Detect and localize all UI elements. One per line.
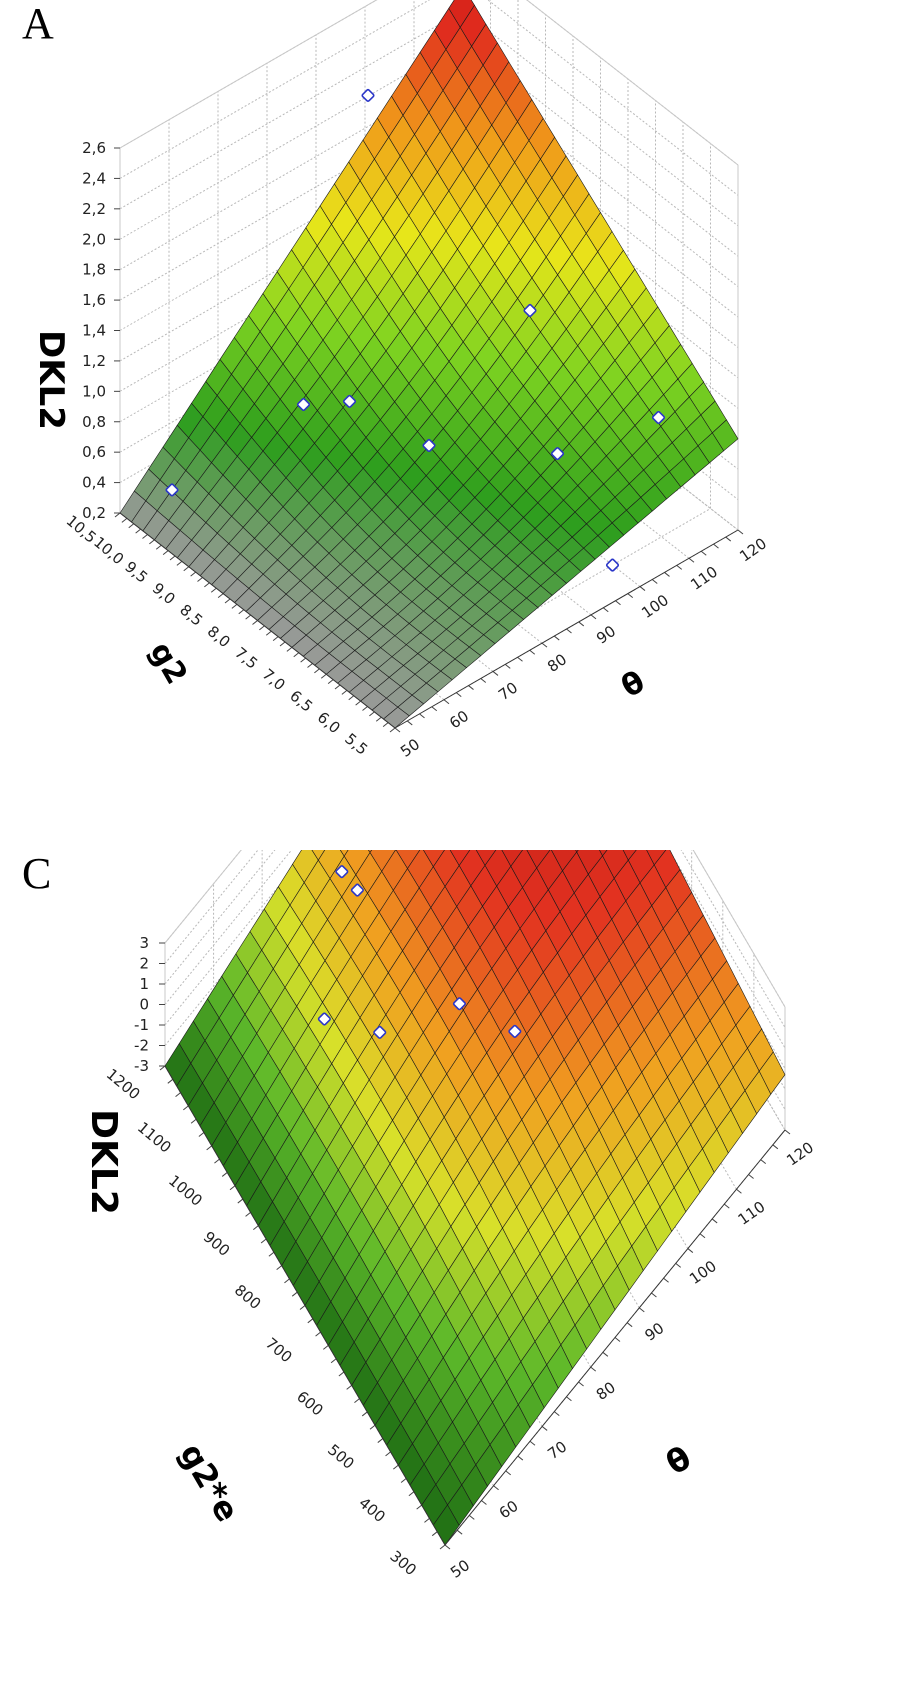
panel-label-a: A [22,0,54,48]
z-tick-label: -3 [134,1057,149,1075]
z-tick-label: 1,8 [82,261,106,279]
x-tick-label: 100 [638,591,672,622]
z-tick-label: 0,8 [82,413,106,431]
y-tick-label: 300 [386,1547,420,1579]
x-axis-title: θ [616,664,651,705]
x-tick-label: 110 [735,1198,769,1229]
z-tick-label: 0 [139,996,149,1014]
data-point [342,394,357,408]
data-point [165,483,179,497]
data-point [373,1025,387,1039]
panel-a: A 0,2 0,4 0,6 0,8 1,0 1,2 1,4 1,6 1,8 2,0 2,2 2,4 2,… [22,0,770,761]
surface-cell [622,850,637,861]
z-tick-label: 2,6 [82,139,106,157]
x-tick-label: 60 [446,707,472,733]
z-axis-title: DKL2 [31,330,71,430]
x-tick-label: 90 [593,622,619,648]
z-tick-label: 0,6 [82,443,106,461]
x-tick-label: 70 [495,678,521,704]
y-tick-label: 5,5 [341,730,371,759]
y-tick-label: 9,0 [149,579,179,608]
surface-chart-a: 0,2 0,4 0,6 0,8 1,0 1,2 1,4 1,6 1,8 2,0 2,2 2,4 2,6 5… [31,0,770,761]
z-tick-label: 1 [139,975,149,993]
y-tick-label: 700 [262,1334,296,1366]
x-tick-label: 50 [447,1556,473,1582]
z-tick-label: 3 [139,934,149,952]
data-point [508,1024,522,1038]
panel-label-c: C [22,849,52,898]
y-tick-label: 7,0 [259,665,289,694]
surface-cell [368,850,373,854]
observed-points [165,88,666,572]
surface-cell [599,850,608,857]
y-tick-label: 9,5 [121,558,151,587]
data-point [550,447,565,461]
y-tick-label: 400 [355,1494,389,1526]
y-tick-label: 1100 [134,1118,175,1156]
y-axis-title: g2 [142,636,193,690]
x-tick-label: 110 [687,563,721,594]
x-tick-label: 80 [593,1378,619,1404]
x-tick-label: 100 [686,1257,720,1288]
x-tick-label: 90 [641,1319,667,1345]
surface-chart-c: -3 -2 -1 0 1 2 3 300 400 500 600 700 800 900 1000 1100 1… [83,850,817,1582]
y-tick-label: 900 [200,1228,234,1260]
z-axis-title: DKL2 [83,1109,124,1215]
data-point [317,1012,331,1026]
y-axis-title: g2*e [172,1437,247,1528]
x-tick-label: 80 [544,650,570,676]
data-point [523,303,537,318]
surface-cell [339,850,349,857]
data-point [296,397,311,412]
y-tick-label: 10,0 [90,533,127,568]
z-tick-label: 2,4 [82,169,106,187]
surface-cell [311,850,326,861]
y-tick-label: 8,5 [176,601,206,630]
z-tick-label: 2,0 [82,230,106,248]
surface-mesh [119,0,739,729]
z-tick-label: 0,2 [82,504,106,522]
z-tick-label: 2,2 [82,200,106,218]
surface-mesh [164,850,786,1546]
data-point [422,438,436,453]
z-tick-label: 1,6 [82,291,106,309]
x-tick-label: 60 [496,1497,522,1523]
y-tick-label: 6,0 [314,708,344,737]
y-tick-label: 600 [293,1387,327,1419]
z-tick-label: 1,4 [82,322,106,340]
x-tick-label: 70 [544,1437,570,1463]
y-tick-label: 1000 [165,1171,206,1209]
data-point [335,865,349,879]
y-tick-label: 6,5 [286,687,316,716]
observed-points [317,865,522,1039]
x-tick-label: 50 [397,735,423,761]
z-tick-label: 1,2 [82,352,106,370]
y-tick-label: 7,5 [231,644,261,673]
y-tick-label: 500 [324,1441,358,1473]
z-tick-label: -2 [134,1037,149,1055]
x-tick-label: 120 [736,534,770,565]
data-point [350,883,364,897]
z-tick-label: 2 [139,955,149,973]
data-point [361,88,375,102]
z-tick-label: 1,0 [82,382,106,400]
data-point [605,558,620,572]
y-tick-label: 800 [231,1281,265,1313]
panel-c: C -3 -2 -1 0 1 2 3 300 400 500 600 700 800 900 1000 110… [0,849,916,1700]
z-tick-label: -1 [134,1016,149,1034]
y-tick-label: 8,0 [204,622,234,651]
data-point [452,997,466,1011]
x-axis-title: θ [659,1439,697,1483]
data-point [651,410,666,425]
z-tick-label: 0,4 [82,474,106,492]
x-tick-label: 120 [783,1138,817,1169]
